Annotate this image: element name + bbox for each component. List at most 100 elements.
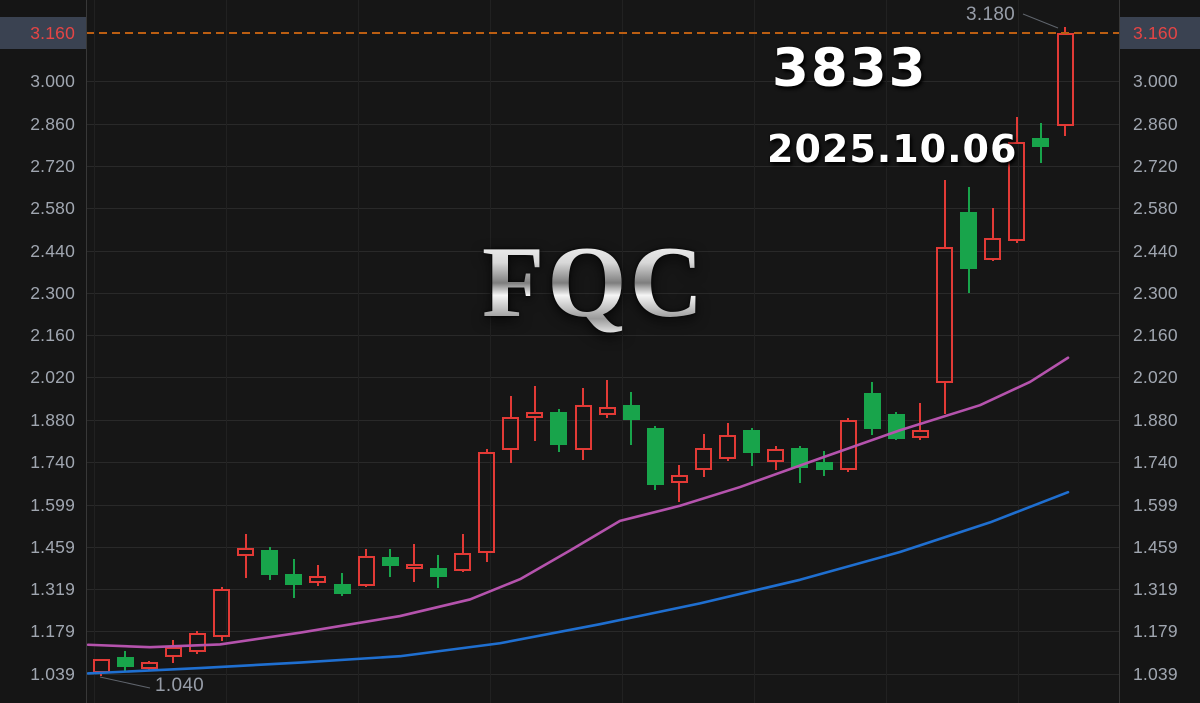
body-shape [213,588,230,638]
horizontal-gridline [86,293,1119,294]
body-shape [333,584,351,595]
candle[interactable] [526,386,544,441]
wick-shape [943,180,946,247]
candle[interactable] [622,391,640,445]
wick-shape [148,668,151,670]
wick-shape [268,575,271,581]
candle[interactable] [574,387,592,460]
horizontal-gridline [86,589,1119,590]
body-shape [984,238,1002,260]
candle[interactable] [598,379,616,419]
candle[interactable] [381,548,399,577]
candle[interactable] [1032,123,1050,163]
price-axis-label-right: 1.319 [1133,579,1178,600]
wick-shape [750,452,753,466]
wick-shape [871,381,874,394]
wick-shape [895,439,898,441]
candle[interactable] [646,425,664,490]
candle[interactable] [1008,116,1026,244]
wick-shape [702,469,705,478]
period-high-label: 3.180 [966,4,1016,25]
price-axis-label-left: 3.000 [30,71,75,92]
candle[interactable] [454,534,471,572]
candle[interactable] [550,409,568,453]
chart-plot-area[interactable]: FQC 3833 2025.10.06 3.180 1.040 [86,0,1119,703]
candle[interactable] [911,403,929,440]
body-shape [116,656,134,667]
body-shape [1056,32,1074,127]
candle[interactable] [357,548,375,588]
price-axis-label-left: 2.440 [30,240,75,261]
candle[interactable] [164,640,182,663]
wick-shape [726,422,729,435]
horizontal-gridline [86,208,1119,209]
candle[interactable] [213,587,230,641]
body-shape [574,404,592,450]
price-axis-label-right: 1.740 [1133,451,1178,472]
horizontal-gridline [86,674,1119,675]
wick-shape [1039,147,1042,163]
price-axis-label-right: 2.580 [1133,198,1178,219]
body-shape [936,246,953,384]
price-axis-label-left: 2.160 [30,325,75,346]
price-axis-label-left: 1.740 [30,451,75,472]
wick-shape [678,465,681,475]
wick-shape [654,484,657,490]
candle[interactable] [1056,26,1074,137]
candle[interactable] [333,573,351,597]
candle[interactable] [839,417,857,472]
candle[interactable] [140,660,158,670]
wick-shape [1064,26,1066,33]
body-shape [454,552,471,571]
trade-date: 2025.10.06 [767,127,1018,171]
candle[interactable] [791,446,809,484]
candle[interactable] [92,658,110,676]
price-axis-label-right: 1.880 [1133,409,1178,430]
wick-shape [172,640,175,647]
candle[interactable] [887,411,905,441]
wick-shape [124,666,127,672]
candle[interactable] [405,543,423,582]
candle[interactable] [695,434,712,478]
price-axis-label-right: 2.020 [1133,367,1178,388]
candle[interactable] [188,631,206,654]
candle[interactable] [261,547,279,581]
price-axis-label-left: 2.300 [30,282,75,303]
wick-shape [967,187,970,212]
candle[interactable] [743,428,761,466]
body-shape [92,658,110,674]
candle[interactable] [936,180,953,414]
price-axis-label-right: 2.860 [1133,113,1178,134]
body-shape [381,557,399,567]
candle[interactable] [429,555,447,588]
body-shape [429,567,447,577]
wick-shape [798,468,801,484]
candle[interactable] [719,422,737,462]
wick-shape [582,387,584,405]
candle[interactable] [309,564,327,587]
candle[interactable] [285,558,303,598]
candle[interactable] [960,187,978,294]
wick-shape [702,434,705,448]
candle[interactable] [863,381,881,436]
candle[interactable] [767,446,785,471]
candle[interactable] [116,650,134,672]
body-shape [911,430,929,438]
price-axis-label-right: 1.459 [1133,536,1178,557]
high-callout-line [1022,13,1059,29]
price-axis-left[interactable]: 3.160 3.000 2.860 2.720 2.580 2.440 2.300 2.160… [0,0,87,703]
wick-shape [220,637,223,641]
price-axis-right[interactable]: 3.160 3.000 2.860 2.720 2.580 2.440 2.300 2.160… [1119,0,1200,703]
candle[interactable] [984,208,1002,262]
candle[interactable] [670,465,688,502]
ma-slow-line [86,490,1070,675]
body-shape [960,211,978,270]
candle[interactable] [502,395,520,463]
candle[interactable] [237,534,255,579]
candle[interactable] [478,449,496,563]
vertical-gridline [226,0,227,703]
horizontal-gridline [86,420,1119,421]
wick-shape [244,534,247,549]
candle[interactable] [815,451,833,476]
wick-shape [847,469,850,472]
